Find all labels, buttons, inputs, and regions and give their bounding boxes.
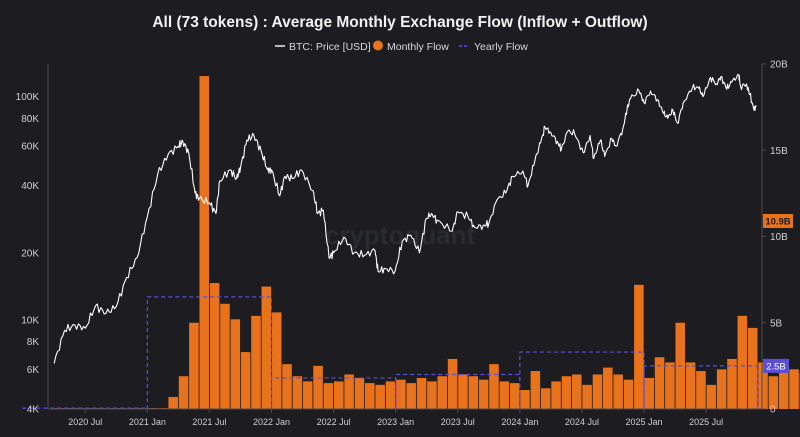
monthly-flow-bar[interactable] (717, 369, 727, 409)
x-tick-label: 2025 Jul (689, 417, 723, 427)
monthly-flow-bar[interactable] (179, 376, 189, 409)
y-left-tick-label: 60K (21, 142, 39, 153)
y-left-tick-label: 8K (27, 337, 40, 348)
monthly-flow-bar[interactable] (448, 359, 458, 409)
monthly-flow-bar[interactable] (479, 380, 489, 409)
x-tick-label: 2021 Jul (192, 417, 226, 427)
x-tick-label: 2024 Jan (501, 417, 538, 427)
monthly-flow-bar[interactable] (634, 285, 644, 409)
monthly-flow-bar[interactable] (417, 378, 427, 409)
x-tick-label: 2021 Jan (129, 417, 166, 427)
legend: BTC: Price [USD] Monthly Flow Yearly Flo… (275, 41, 528, 54)
monthly-flow-bar[interactable] (231, 319, 241, 409)
monthly-flow-bar[interactable] (520, 390, 530, 409)
monthly-flow-bar[interactable] (199, 76, 209, 409)
monthly-flow-bar[interactable] (406, 383, 416, 409)
monthly-flow-bar[interactable] (582, 385, 592, 409)
x-tick-label: 2024 Jul (565, 417, 599, 427)
monthly-flow-bar[interactable] (262, 287, 272, 409)
monthly-flow-bar[interactable] (241, 352, 251, 409)
y-right-tick-label: 5B (770, 318, 783, 329)
monthly-flow-bar[interactable] (396, 380, 406, 409)
monthly-flow-bar[interactable] (789, 369, 799, 409)
monthly-flow-bar[interactable] (344, 375, 354, 410)
y-left-tick-label: 80K (21, 114, 39, 125)
monthly-flow-bar[interactable] (748, 328, 758, 409)
monthly-flow-bar[interactable] (531, 371, 541, 409)
monthly-flow-bar[interactable] (624, 380, 634, 409)
monthly-flow-bar[interactable] (334, 381, 344, 409)
x-tick-label: 2020 Jul (68, 417, 102, 427)
legend-label-price: BTC: Price [USD] (289, 41, 371, 53)
monthly-flow-bar[interactable] (686, 362, 696, 409)
legend-label-yearly: Yearly Flow (474, 41, 528, 53)
monthly-flow-bar[interactable] (644, 378, 654, 409)
monthly-flow-bar[interactable] (572, 375, 582, 410)
monthly-flow-bar[interactable] (510, 383, 520, 409)
monthly-flow-bar[interactable] (427, 381, 437, 409)
monthly-flow-bar[interactable] (707, 385, 717, 409)
monthly-flow-bar[interactable] (541, 388, 551, 409)
monthly-flow-bar[interactable] (375, 385, 385, 409)
monthly-flow-bar[interactable] (458, 375, 468, 410)
x-tick-label: 2022 Jan (253, 417, 290, 427)
yearly-flow-last-value: 2.5B (766, 361, 786, 372)
monthly-flow-bar[interactable] (489, 364, 499, 409)
x-tick-label: 2022 Jul (317, 417, 351, 427)
y-left-tick-label: 20K (21, 248, 39, 259)
monthly-flow-bar[interactable] (437, 376, 447, 409)
monthly-flow-bar[interactable] (469, 376, 479, 409)
monthly-flow-bar[interactable] (386, 381, 396, 409)
monthly-flow-bar[interactable] (251, 316, 261, 409)
monthly-flow-bar[interactable] (303, 381, 313, 409)
legend-label-monthly: Monthly Flow (387, 41, 449, 53)
watermark: cryptoquant (325, 220, 476, 250)
monthly-flow-bar[interactable] (603, 368, 613, 409)
monthly-flow-bar[interactable] (665, 362, 675, 409)
monthly-flow-bar[interactable] (189, 323, 199, 409)
y-left-tick-label: 10K (21, 316, 39, 327)
monthly-flow-bar[interactable] (355, 378, 365, 409)
y-right-tick-label: 10B (770, 232, 788, 243)
monthly-flow-bar[interactable] (365, 383, 375, 409)
monthly-flow-bar[interactable] (613, 375, 623, 410)
monthly-flow-bar[interactable] (593, 375, 603, 410)
y-right-tick-label: 0 (770, 405, 776, 416)
monthly-flow-bar[interactable] (272, 312, 282, 409)
monthly-flow-bar[interactable] (293, 376, 303, 409)
monthly-flow-bar[interactable] (727, 359, 737, 409)
monthly-flow-bar[interactable] (210, 283, 220, 409)
monthly-flow-last-value-badge: 10.9B (763, 214, 793, 228)
monthly-flow-bar[interactable] (168, 397, 178, 409)
monthly-flow-bar[interactable] (655, 357, 665, 409)
monthly-flow-bar[interactable] (562, 376, 572, 409)
monthly-flow-bar[interactable] (324, 383, 334, 409)
x-tick-label: 2023 Jan (377, 417, 414, 427)
yearly-flow-last-value-badge: 2.5B (763, 359, 789, 373)
monthly-flow-bar[interactable] (313, 366, 323, 409)
monthly-flow-bar[interactable] (779, 373, 789, 409)
monthly-flow-bar[interactable] (738, 316, 748, 409)
monthly-flow-bar[interactable] (696, 371, 706, 409)
legend-item-price[interactable]: BTC: Price [USD] (275, 41, 371, 53)
x-tick-label: 2023 Jul (441, 417, 475, 427)
y-left-tick-label: 4K (27, 405, 40, 416)
monthly-flow-bar[interactable] (500, 381, 510, 409)
chart-title: All (73 tokens) : Average Monthly Exchan… (152, 14, 647, 31)
y-left-tick-label: 6K (27, 365, 40, 376)
y-right-tick-label: 20B (770, 60, 788, 71)
monthly-flow-last-value: 10.9B (765, 216, 790, 227)
y-left-tick-label: 40K (21, 181, 39, 192)
monthly-flow-bar[interactable] (551, 381, 561, 409)
y-left-tick-label: 100K (16, 92, 40, 103)
y-right-tick-label: 15B (770, 146, 788, 157)
monthly-flow-bar[interactable] (282, 364, 292, 409)
x-tick-label: 2025 Jan (626, 417, 663, 427)
monthly-flow-bar[interactable] (220, 304, 230, 409)
